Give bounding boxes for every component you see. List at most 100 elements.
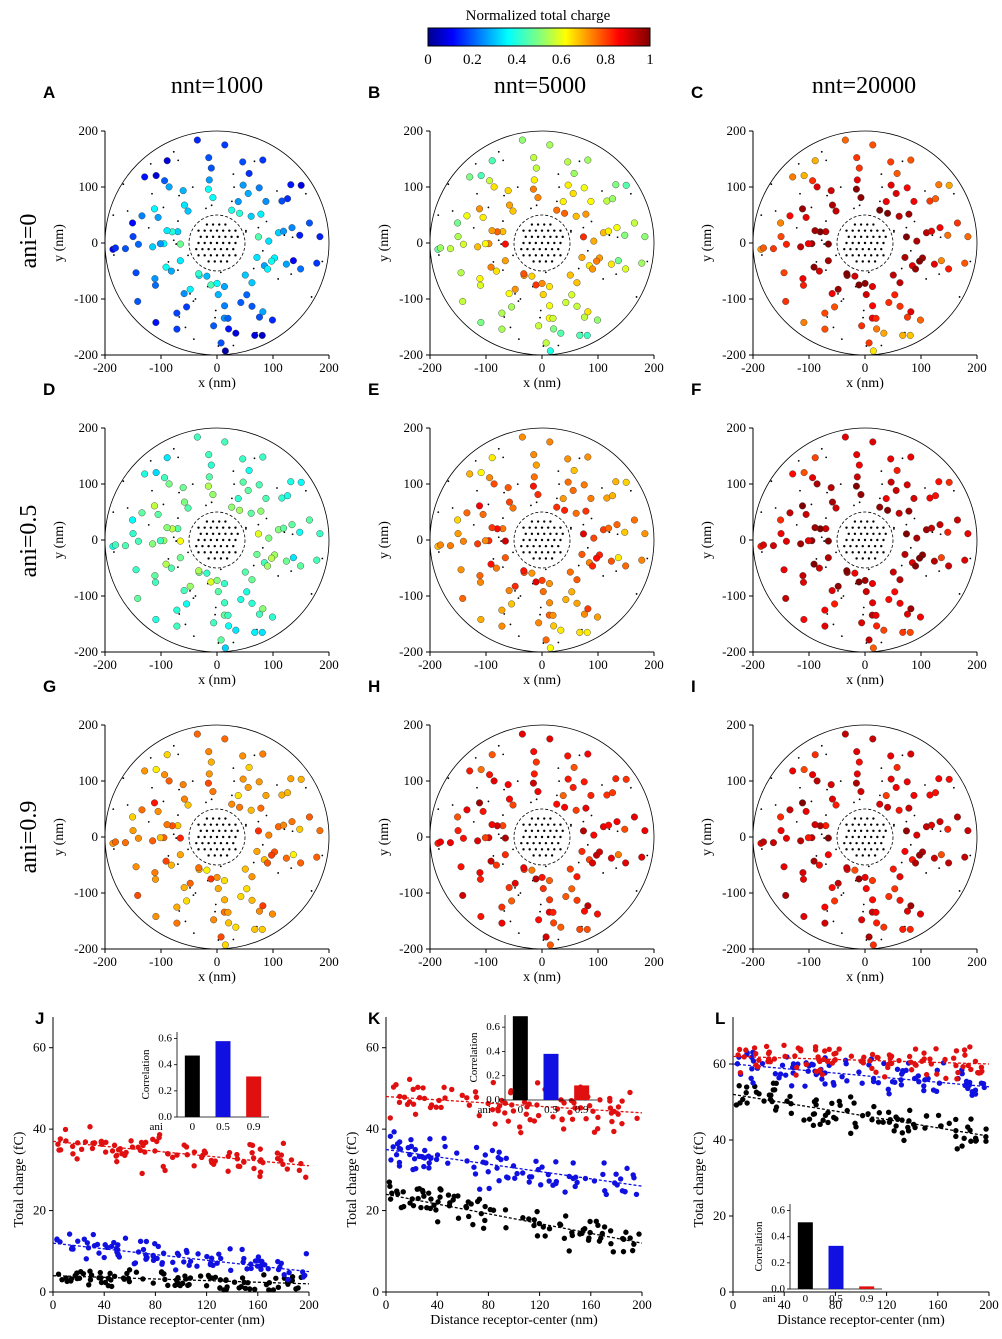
panel-letter: C (691, 83, 703, 102)
site-dot (542, 939, 545, 941)
release-site (530, 520, 534, 523)
receptor-point (580, 184, 588, 192)
site-dot (192, 597, 195, 600)
series-ani-0-5 (52, 1231, 310, 1283)
site-dot (310, 890, 313, 892)
release-site (528, 551, 531, 554)
site-dot (570, 526, 572, 529)
receptor-point (257, 804, 265, 812)
release-site (876, 835, 879, 839)
data-point (275, 1284, 282, 1291)
receptor-point (861, 279, 869, 287)
receptor-point (176, 240, 184, 248)
site-dot (760, 214, 763, 217)
site-dot (277, 872, 280, 874)
site-dot (162, 503, 165, 506)
y-tick-label: 200 (727, 123, 747, 138)
receptor-point (259, 453, 267, 461)
inset-bar (828, 1245, 844, 1289)
release-site (882, 229, 885, 232)
release-site (555, 235, 558, 239)
receptor-point (916, 316, 924, 324)
data-point (983, 1138, 989, 1144)
release-site (543, 223, 546, 226)
inset-y-tick-label: 0.6 (771, 1205, 785, 1217)
site-dot (277, 278, 280, 280)
data-point (885, 1086, 891, 1093)
release-site (234, 526, 237, 529)
receptor-point (509, 801, 517, 809)
site-dot (616, 236, 619, 239)
receptor-point (589, 562, 597, 570)
site-dot (172, 536, 175, 539)
site-dot (516, 780, 519, 783)
site-dot (232, 173, 235, 176)
receptor-point (454, 827, 462, 835)
receptor-point (534, 491, 542, 499)
receptor-point (221, 896, 229, 904)
data-point (601, 1224, 608, 1230)
receptor-point (614, 257, 622, 265)
x-axis-label: x (nm) (198, 376, 236, 391)
receptor-point (937, 851, 945, 859)
release-site (863, 848, 867, 851)
data-point (792, 1053, 798, 1059)
receptor-point (234, 792, 242, 800)
receptor-point (287, 478, 295, 486)
data-point (210, 1262, 216, 1269)
receptor-point (486, 474, 494, 482)
receptor-point (184, 207, 192, 215)
release-site (876, 551, 879, 554)
release-site (522, 229, 525, 232)
receptor-point (288, 521, 296, 529)
site-dot (257, 523, 260, 526)
receptor-point (903, 313, 911, 321)
receptor-point (584, 156, 592, 164)
release-site (546, 823, 550, 826)
receptor-point (474, 243, 482, 251)
site-dot (820, 239, 823, 242)
receptor-point (821, 919, 829, 927)
receptor-point (562, 893, 570, 901)
receptor-point (193, 730, 201, 738)
data-point (526, 1179, 532, 1185)
receptor-point (834, 879, 842, 887)
site-dot (909, 546, 912, 549)
receptor-point (228, 206, 236, 214)
receptor-point (149, 243, 157, 251)
receptor-point (853, 770, 861, 778)
receptor-point (530, 451, 538, 459)
receptor-point (221, 644, 229, 652)
receptor-point (872, 611, 880, 619)
site-dot (214, 613, 216, 616)
receptor-point (561, 506, 569, 514)
site-dot (825, 269, 827, 272)
release-site (534, 823, 538, 826)
release-site (546, 538, 550, 542)
receptor-point (936, 224, 944, 232)
data-point (142, 1149, 148, 1155)
y-tick-label: -200 (722, 644, 746, 659)
receptor-point (944, 825, 952, 833)
release-site (211, 520, 215, 523)
receptor-point (759, 244, 767, 252)
receptor-point (873, 325, 881, 333)
release-site (207, 247, 210, 251)
release-site (536, 520, 540, 523)
receptor-point (243, 588, 251, 596)
site-dot (924, 190, 926, 192)
receptor-point (777, 530, 785, 538)
release-site (530, 532, 534, 536)
receptor-point (176, 537, 184, 545)
release-site (528, 526, 531, 529)
receptor-point (953, 516, 961, 524)
receptor-point (896, 576, 904, 584)
data-point (623, 1229, 629, 1235)
data-point (968, 1138, 974, 1144)
receptor-point (488, 227, 496, 235)
receptor-point (609, 492, 617, 500)
receptor-point (576, 628, 584, 636)
data-point (94, 1241, 101, 1248)
receptor-point (477, 615, 485, 623)
